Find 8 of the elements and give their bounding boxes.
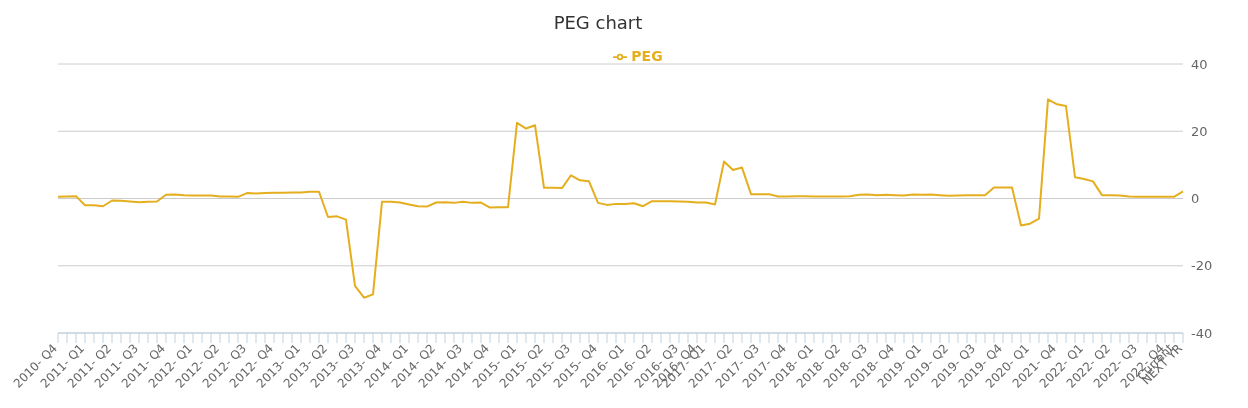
y-tick-label: -20: [1191, 258, 1213, 274]
chart-title: PEG chart: [552, 11, 644, 35]
legend-label: PEG: [631, 48, 663, 64]
y-tick-label: -40: [1191, 325, 1213, 341]
y-tick-label: 0: [1191, 191, 1200, 207]
y-tick-label: 40: [1191, 56, 1208, 72]
line-series: [57, 98, 1184, 299]
y-tick-label: 20: [1191, 123, 1208, 139]
